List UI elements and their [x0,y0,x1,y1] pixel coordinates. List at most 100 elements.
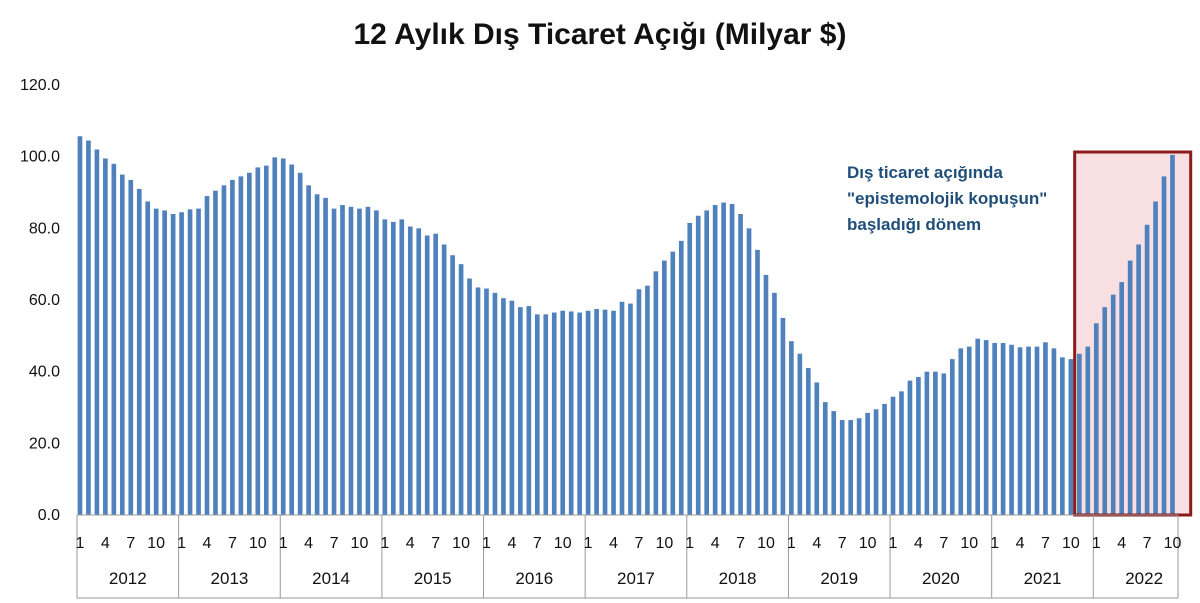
month-tick-label: 1 [380,535,389,552]
bar [348,206,354,516]
month-tick-label: 7 [330,535,339,552]
bar [983,340,989,515]
bar [230,179,235,516]
bar [433,233,439,516]
month-tick-label: 7 [939,535,948,552]
bar [238,176,244,515]
bar [441,244,447,516]
bar [1026,346,1031,515]
bar [77,136,83,515]
year-label: 2014 [312,569,350,588]
bar [873,409,879,515]
bar [814,382,820,515]
bar [856,418,862,515]
bar [941,373,947,515]
bar [1136,244,1141,516]
month-tick-label: 4 [304,535,313,552]
month-tick-label: 7 [1041,535,1050,552]
month-tick-label: 1 [177,535,186,552]
bar [255,167,261,515]
bar [263,165,269,515]
bar [1009,344,1014,515]
year-label: 2016 [515,569,553,588]
bar [526,306,532,515]
bar [340,205,345,515]
bar [1127,260,1133,515]
bar [314,194,320,515]
year-label: 2020 [922,569,960,588]
bar [280,158,286,516]
bar [831,411,837,515]
bar [729,203,735,515]
bar [949,359,955,515]
bar [272,157,278,515]
bar [196,208,201,515]
month-tick-label: 10 [1164,535,1182,552]
bar [467,278,472,515]
bar [1110,294,1116,515]
bar [687,222,693,516]
bar [704,210,710,515]
month-tick-label: 1 [889,535,898,552]
bar [966,346,972,515]
month-tick-label: 1 [76,535,85,552]
month-tick-label: 10 [859,535,877,552]
month-tick-label: 10 [655,535,673,552]
bar [907,380,913,515]
bar [1093,323,1099,515]
bar [111,163,117,516]
month-tick-label: 4 [1117,535,1126,552]
bar [170,214,176,515]
month-tick-label: 10 [554,535,572,552]
month-tick-label: 10 [1062,535,1080,552]
bar [145,201,151,516]
bar [179,212,184,516]
bar [331,208,337,515]
bar [119,174,125,516]
bar [712,205,718,515]
bar [534,314,540,515]
bar [543,314,549,515]
bar [501,298,506,515]
bar [975,338,981,515]
bar [407,226,413,515]
month-tick-label: 4 [711,535,720,552]
bar [916,377,921,515]
bar [1119,282,1125,515]
chart-annotation: Dış ticaret açığında "epistemolojik kopu… [847,163,1048,234]
bar [1051,348,1057,515]
bar [484,288,489,515]
bar [323,197,328,515]
month-tick-label: 10 [960,535,978,552]
bar [136,188,142,515]
bar [162,210,167,515]
month-tick-label: 1 [685,535,694,552]
month-tick-label: 10 [757,535,775,552]
month-tick-label: 7 [228,535,237,552]
year-label: 2017 [617,569,655,588]
bar [1068,359,1074,515]
month-tick-label: 1 [1092,535,1101,552]
year-label: 2021 [1024,569,1062,588]
year-label: 2018 [719,569,757,588]
bar [763,274,769,515]
bar [94,149,100,515]
month-tick-label: 4 [406,535,415,552]
month-tick-label: 1 [787,535,796,552]
bar [678,240,684,515]
bar [247,172,252,515]
bar [670,251,676,515]
bar [475,287,481,515]
bar [738,214,743,515]
bar [390,221,396,515]
bar [187,209,193,515]
bar [1043,342,1048,515]
bar [628,303,633,515]
month-tick-label: 4 [914,535,923,552]
bar [128,179,134,516]
year-label: 2015 [414,569,452,588]
bar [611,310,616,515]
bar [297,172,303,515]
bar [221,185,227,516]
month-tick-label: 1 [584,535,593,552]
